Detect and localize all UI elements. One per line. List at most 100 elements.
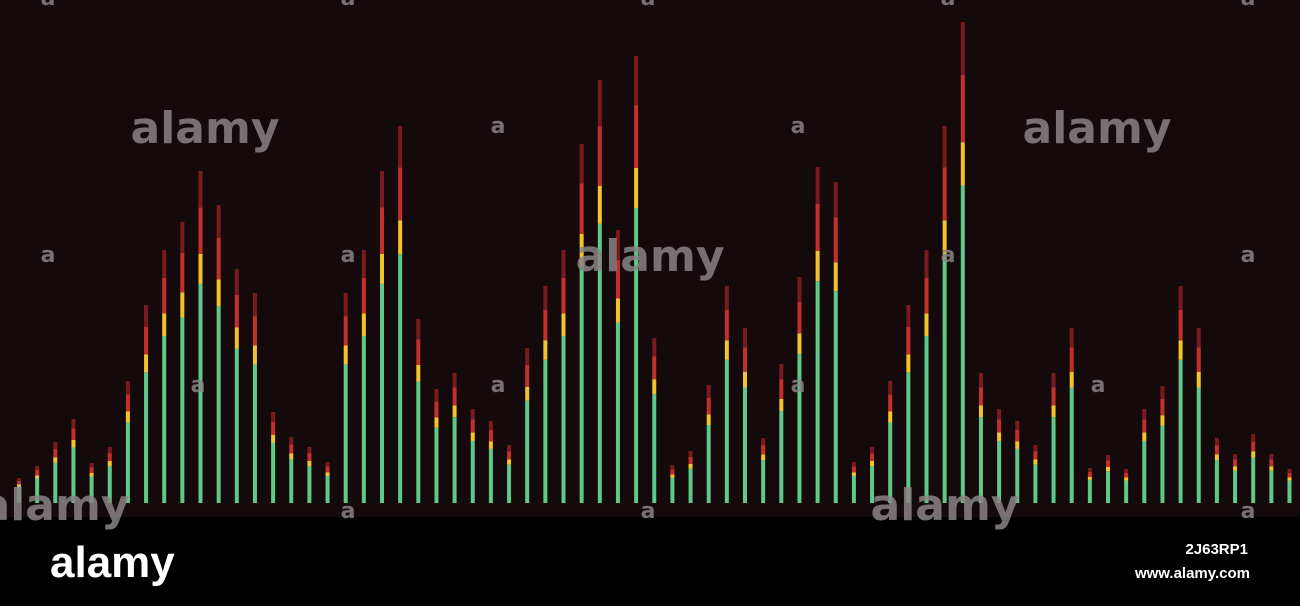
bar-segment <box>216 306 221 503</box>
bar-segment <box>144 372 149 503</box>
bar-segment <box>960 22 965 75</box>
bar-segment <box>779 379 784 399</box>
bar-segment <box>1051 387 1056 406</box>
bar-segment <box>543 309 548 341</box>
watermark-small: a <box>791 373 806 398</box>
watermark-small: a <box>341 499 356 524</box>
bar-segment <box>452 373 457 388</box>
bar-segment <box>271 412 276 423</box>
bar-segment <box>1106 467 1110 472</box>
bar-segment <box>470 419 475 433</box>
bar-segment <box>634 167 639 208</box>
bar-segment <box>53 448 58 458</box>
bar-segment <box>561 313 566 337</box>
bar-segment <box>488 448 493 503</box>
bar-segment <box>434 417 439 428</box>
bar-segment <box>924 277 929 314</box>
bar-segment <box>107 453 112 461</box>
bar-segment <box>1051 373 1056 388</box>
bar-segment <box>1269 454 1274 460</box>
bar-segment <box>870 453 875 461</box>
bar-segment <box>833 291 838 503</box>
bar-segment <box>543 359 548 503</box>
bar-segment <box>434 401 439 418</box>
bar-segment <box>1178 286 1183 310</box>
bar-segment <box>1251 441 1256 452</box>
bar-segment <box>125 381 130 395</box>
bar-segment <box>35 478 40 503</box>
bar-segment <box>289 437 294 445</box>
bar-segment <box>525 400 530 503</box>
footer-url: www.alamy.com <box>1134 565 1250 582</box>
bar-segment <box>724 340 729 360</box>
bar-segment <box>343 345 348 365</box>
bar-segment <box>579 144 584 184</box>
bar-segment <box>997 419 1002 433</box>
bar-segment <box>561 277 566 314</box>
bar-segment <box>325 475 330 503</box>
bar-segment <box>924 336 929 503</box>
bar-segment <box>652 338 657 357</box>
footer-band <box>0 517 1300 606</box>
bar-segment <box>289 459 294 503</box>
watermark-small: a <box>1241 0 1256 11</box>
bar-segment <box>307 466 312 503</box>
bar-segment <box>234 269 239 295</box>
bar-segment <box>1051 417 1056 503</box>
bar-segment <box>271 442 276 503</box>
bar-segment <box>688 456 693 464</box>
bar-segment <box>670 477 675 503</box>
bar-segment <box>652 379 657 395</box>
bar-segment <box>17 486 21 503</box>
bar-segment <box>833 217 838 263</box>
bar-segment <box>398 220 403 255</box>
bar-segment <box>507 445 512 452</box>
bar-segment <box>1287 477 1292 481</box>
bar-segment <box>1196 347 1201 372</box>
bar-segment <box>216 237 221 280</box>
bar-segment <box>833 262 838 292</box>
bar-segment <box>525 365 530 387</box>
bar-segment <box>1251 434 1256 442</box>
bar-segment <box>1178 309 1183 341</box>
bar-segment <box>107 461 112 467</box>
bar-segment <box>670 469 675 475</box>
image-id: 2J63RP1 <box>1185 541 1248 558</box>
bar-segment <box>1233 454 1238 460</box>
bar-segment <box>1106 471 1110 503</box>
bar-segment <box>888 422 893 503</box>
bar-segment <box>761 445 766 455</box>
bar-segment <box>1233 470 1238 503</box>
bar-segment <box>670 474 675 478</box>
bar-segment <box>1124 480 1129 503</box>
bar-segment <box>434 427 439 503</box>
bar-segment <box>997 409 1002 420</box>
bar-segment <box>1160 386 1165 399</box>
bar-segment <box>198 254 203 284</box>
bar-segment <box>525 348 530 366</box>
bar-segment <box>416 319 421 340</box>
bar-segment <box>615 230 620 261</box>
bar-segment <box>361 336 366 503</box>
bar-segment <box>343 293 348 317</box>
watermark: alamy <box>1023 103 1172 154</box>
bar-segment <box>1015 441 1020 449</box>
bar-segment <box>997 432 1002 441</box>
bar-segment <box>53 462 58 503</box>
bar-segment <box>870 461 875 467</box>
bar-segment <box>615 322 620 503</box>
bar-segment <box>888 381 893 395</box>
bar-segment <box>851 475 856 503</box>
watermark-small: a <box>941 243 956 268</box>
bar-segment <box>380 171 384 208</box>
bar-segment <box>307 453 312 461</box>
bar-segment <box>1142 440 1147 503</box>
bar-segment <box>252 345 257 365</box>
watermark-small: a <box>1091 373 1106 398</box>
bar-segment <box>1124 477 1129 481</box>
bar-segment <box>1214 460 1219 503</box>
bar-segment <box>17 480 21 485</box>
bar-segment <box>470 432 475 441</box>
watermark-small: a <box>191 373 206 398</box>
bar-segment <box>234 327 239 349</box>
